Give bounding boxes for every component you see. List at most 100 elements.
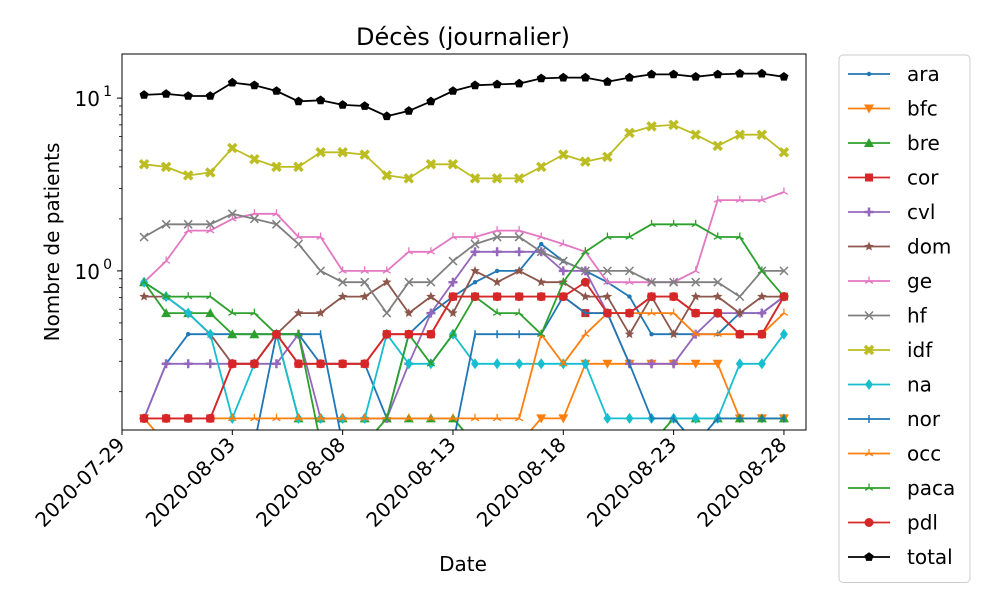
data-point-cvl [271, 359, 281, 369]
data-point-dom [404, 308, 414, 318]
data-point-total [602, 77, 612, 86]
data-point-cvl [558, 266, 568, 276]
data-point-idf [337, 147, 348, 158]
data-point-idf [403, 173, 415, 184]
data-point-idf [646, 121, 657, 132]
data-point-ge [228, 214, 237, 222]
data-point-na [537, 358, 546, 370]
data-point-ara [494, 268, 500, 274]
legend-label: cvl [907, 200, 935, 224]
data-point-total [338, 100, 348, 109]
data-point-ge [206, 226, 215, 234]
data-point-pdl [536, 292, 546, 302]
data-point-hf [558, 256, 568, 266]
data-point-pdl [205, 413, 215, 423]
legend-marker-dom [864, 241, 874, 251]
data-point-na [757, 358, 766, 370]
legend-item-ge: ge [848, 269, 932, 293]
data-point-pdl [558, 292, 568, 302]
data-point-pdl [161, 413, 171, 423]
data-point-na [625, 412, 634, 424]
data-point-dom [139, 291, 149, 301]
data-point-paca [382, 413, 391, 422]
series-line-nor [256, 295, 784, 430]
data-point-cvl [514, 247, 524, 257]
data-point-ge [360, 266, 369, 274]
data-point-total [669, 69, 679, 79]
data-point-cvl [492, 247, 502, 257]
data-point-occ [426, 413, 436, 422]
data-point-cvl [205, 359, 215, 369]
data-point-pdl [316, 359, 326, 369]
data-point-idf [690, 129, 701, 140]
legend-item-ara: ara [848, 62, 940, 86]
data-point-hf [779, 266, 789, 276]
data-point-bre [205, 308, 216, 318]
data-point-idf [668, 119, 679, 131]
data-point-dom [757, 291, 767, 301]
data-point-paca [713, 232, 722, 240]
data-point-pdl [757, 329, 767, 339]
data-point-occ [360, 413, 369, 422]
data-point-total [448, 86, 458, 95]
data-point-total [470, 80, 480, 90]
data-point-paca [559, 277, 568, 286]
data-point-total [271, 86, 281, 95]
data-point-cvl [647, 359, 657, 369]
data-point-total [183, 91, 193, 100]
data-point-dom [580, 291, 591, 301]
data-point-total [757, 68, 767, 78]
legend-item-occ: occ [848, 442, 941, 466]
legend-marker-cor [865, 173, 873, 182]
data-point-ge [470, 232, 480, 240]
data-point-ge [779, 187, 789, 195]
data-point-idf [293, 161, 304, 173]
legend-item-bfc: bfc [848, 97, 938, 121]
legend-label: pdl [907, 511, 938, 535]
data-point-pdl [647, 292, 657, 302]
data-point-hf [669, 277, 679, 287]
legend-marker-occ [864, 449, 874, 457]
series-hf [139, 209, 789, 318]
series-total [139, 68, 789, 121]
data-point-hf [293, 239, 304, 249]
data-point-ge [735, 195, 745, 203]
data-point-na [493, 358, 502, 370]
data-point-occ [691, 329, 700, 338]
data-point-na [515, 358, 524, 370]
data-point-occ [316, 413, 325, 422]
data-point-pdl [470, 292, 480, 302]
data-point-bre [249, 329, 260, 339]
legend-item-pdl: pdl [848, 511, 938, 535]
data-point-paca [426, 359, 436, 367]
legend-marker-hf [864, 310, 874, 321]
data-point-hf [514, 232, 524, 242]
legend-label: nor [907, 407, 941, 431]
data-point-paca [448, 329, 458, 338]
data-point-occ [779, 308, 789, 316]
data-point-hf [161, 219, 171, 229]
data-point-idf [359, 149, 370, 160]
data-point-pdl [227, 359, 237, 369]
data-point-occ [470, 413, 480, 422]
data-point-idf [513, 173, 525, 184]
data-point-hf [602, 266, 612, 276]
data-point-cvl [669, 359, 679, 369]
data-point-pdl [448, 292, 458, 302]
data-point-hf [735, 292, 745, 302]
data-point-ara [472, 280, 478, 285]
data-point-idf [160, 161, 172, 173]
data-point-idf [425, 159, 437, 170]
data-point-total [426, 96, 436, 106]
legend-label: idf [907, 338, 933, 362]
data-point-paca [206, 292, 215, 300]
data-point-paca [250, 308, 259, 316]
data-point-ge [161, 256, 171, 264]
data-point-dom [293, 308, 304, 318]
data-point-total [514, 78, 524, 88]
legend-label: na [907, 373, 932, 397]
data-point-idf [249, 153, 260, 165]
data-point-na [779, 328, 788, 340]
data-point-paca [603, 232, 612, 240]
